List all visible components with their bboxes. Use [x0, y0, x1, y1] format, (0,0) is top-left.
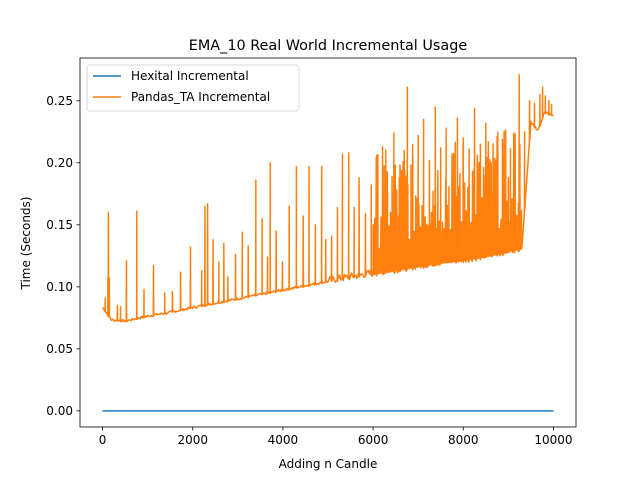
y-tick-label: 0.10: [46, 280, 73, 294]
x-tick-label: 10000: [534, 433, 572, 447]
x-axis-ticks: 0 2000 4000 6000 8000 10000: [99, 427, 573, 447]
x-tick-label: 2000: [177, 433, 208, 447]
legend-label-pandas-ta: Pandas_TA Incremental: [131, 90, 270, 104]
chart-title: EMA_10 Real World Incremental Usage: [189, 38, 468, 54]
y-tick-label: 0.00: [46, 404, 73, 418]
x-tick-label: 6000: [358, 433, 389, 447]
plot-frame: [79, 57, 577, 428]
y-tick-label: 0.25: [46, 94, 73, 108]
series-line-pandas-ta: [101, 73, 554, 323]
legend-label-hexital: Hexital Incremental: [131, 69, 249, 83]
y-axis-ticks: 0.00 0.05 0.10 0.15 0.20 0.25: [46, 94, 80, 418]
x-tick-label: 4000: [268, 433, 299, 447]
y-tick-label: 0.20: [46, 156, 73, 170]
x-axis-label: Adding n Candle: [279, 457, 378, 471]
legend-box: [86, 64, 300, 112]
x-tick-label: 8000: [448, 433, 479, 447]
legend: Hexital Incremental Pandas_TA Incrementa…: [86, 64, 300, 112]
y-tick-label: 0.15: [46, 218, 73, 232]
y-tick-label: 0.05: [46, 342, 73, 356]
x-tick-label: 0: [99, 433, 107, 447]
y-axis-label: Time (Seconds): [19, 197, 33, 291]
plot-area: [101, 73, 554, 412]
